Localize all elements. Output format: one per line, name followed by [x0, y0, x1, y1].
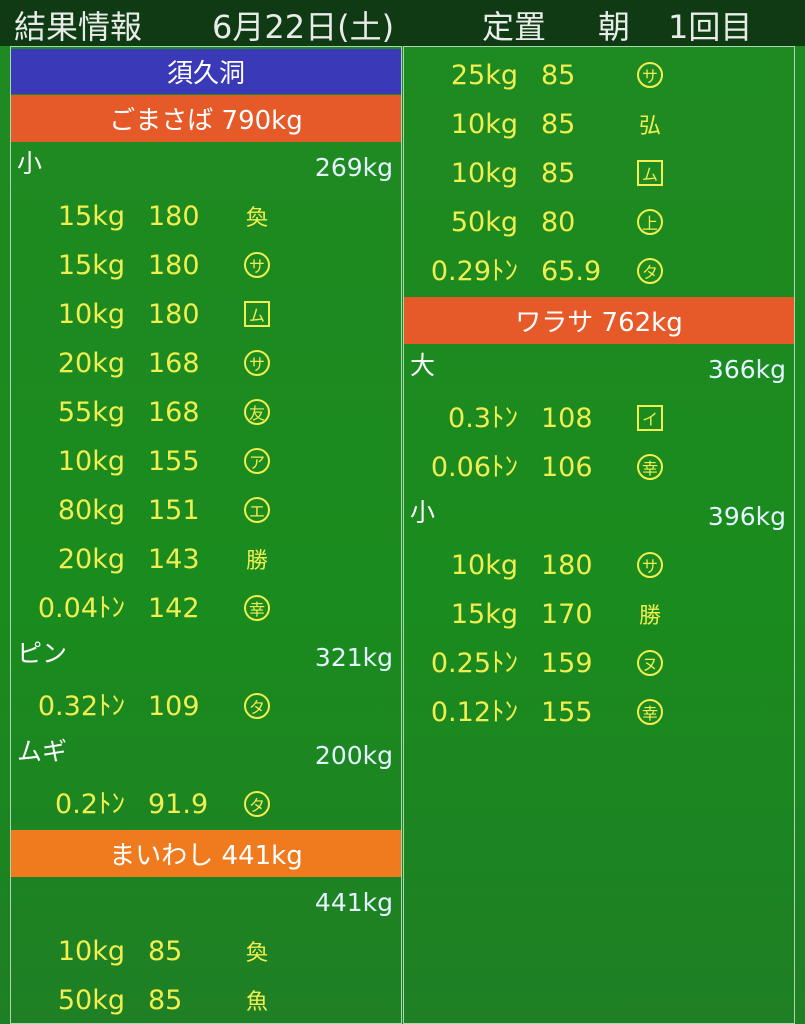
seller-mark: ム — [637, 160, 663, 186]
column: 須久洞 ごまさば 790kg 小 269kg 15kg 180 奐 15kg 180 サ 10kg 1… — [10, 46, 402, 1024]
weight: 10kg — [450, 158, 518, 189]
weight: 0.32ﾄﾝ — [37, 691, 125, 722]
header-text: 朝 — [598, 8, 631, 46]
location-bar: 須久洞 — [11, 49, 401, 94]
seller-mark: ヌ — [637, 650, 663, 676]
weight: 0.04ﾄﾝ — [37, 593, 125, 624]
seller-mark: 幸 — [637, 699, 663, 725]
weight: 50kg — [57, 985, 125, 1016]
seller-mark: サ — [244, 350, 270, 376]
seller-mark: 上 — [637, 209, 663, 235]
weight: 20kg — [57, 544, 125, 575]
group-total: 321kg — [314, 643, 393, 672]
weight: 0.12ﾄﾝ — [430, 697, 518, 728]
weight: 0.06ﾄﾝ — [430, 452, 518, 483]
group-total: 441kg — [314, 888, 393, 917]
seller-mark: ム — [244, 301, 270, 327]
seller-mark: サ — [637, 552, 663, 578]
price: 155 — [148, 446, 200, 477]
price: 180 — [541, 550, 593, 581]
price: 151 — [148, 495, 200, 526]
seller-mark: イ — [637, 405, 663, 431]
fish-bar: ワラサ 762kg — [404, 297, 794, 344]
weight: 0.3ﾄﾝ — [448, 403, 518, 434]
seller-mark: タ — [244, 791, 270, 817]
price: 180 — [148, 299, 200, 330]
price: 155 — [541, 697, 593, 728]
seller-mark: 弘 — [638, 114, 661, 139]
weight: 10kg — [450, 550, 518, 581]
weight: 10kg — [57, 936, 125, 967]
price: 159 — [541, 648, 593, 679]
header-text: 結果情報 — [14, 8, 143, 46]
group-label: ムギ — [17, 737, 68, 766]
seller-mark: ア — [244, 448, 270, 474]
seller-mark: 魚 — [245, 990, 268, 1015]
price: 85 — [148, 985, 183, 1016]
seller-mark: タ — [637, 258, 663, 284]
weight: 15kg — [450, 599, 518, 630]
column: 25kg 85 サ 10kg 85 弘 10kg 85 ム 50kg 80 上 0.29ﾄﾝ 65.9 タワ… — [403, 46, 795, 1024]
header-text: 6月22日(土) — [212, 8, 395, 46]
header: 結果情報 6月22日(土) 定置 朝 1回目 — [0, 0, 805, 46]
seller-mark: 勝 — [245, 549, 268, 574]
weight: 25kg — [450, 60, 518, 91]
price: 80 — [541, 207, 576, 238]
group-label: 小 — [17, 149, 43, 178]
fish-bar: まいわし 441kg — [11, 830, 401, 877]
price: 168 — [148, 348, 200, 379]
group-label: ピン — [17, 639, 68, 668]
group-label: 小 — [410, 498, 436, 527]
weight: 50kg — [450, 207, 518, 238]
price: 85 — [541, 158, 576, 189]
price: 85 — [541, 60, 576, 91]
seller-mark: 奐 — [245, 206, 268, 231]
weight: 15kg — [57, 250, 125, 281]
weight: 10kg — [57, 299, 125, 330]
group-total: 366kg — [707, 355, 786, 384]
weight: 10kg — [57, 446, 125, 477]
seller-mark: 幸 — [637, 454, 663, 480]
weight: 80kg — [57, 495, 125, 526]
price: 142 — [148, 593, 200, 624]
seller-mark: エ — [244, 497, 270, 523]
weight: 0.25ﾄﾝ — [430, 648, 518, 679]
price: 65.9 — [541, 256, 602, 287]
group-total: 269kg — [314, 153, 393, 182]
price: 109 — [148, 691, 200, 722]
weight: 15kg — [57, 201, 125, 232]
weight: 55kg — [57, 397, 125, 428]
header-text: 1回目 — [668, 8, 753, 46]
seller-mark: タ — [244, 693, 270, 719]
price: 180 — [148, 201, 200, 232]
seller-mark: サ — [637, 62, 663, 88]
price: 108 — [541, 403, 593, 434]
weight: 0.2ﾄﾝ — [55, 789, 125, 820]
seller-mark: サ — [244, 252, 270, 278]
price: 85 — [148, 936, 183, 967]
price: 106 — [541, 452, 593, 483]
seller-mark: 奐 — [245, 941, 268, 966]
weight: 20kg — [57, 348, 125, 379]
group-total: 396kg — [707, 502, 786, 531]
seller-mark: 勝 — [638, 604, 661, 629]
fish-bar: ごまさば 790kg — [11, 95, 401, 142]
price: 85 — [541, 109, 576, 140]
header-text: 定置 — [482, 8, 547, 46]
price: 170 — [541, 599, 593, 630]
price: 180 — [148, 250, 200, 281]
group-total: 200kg — [314, 741, 393, 770]
group-label: 大 — [410, 351, 436, 380]
price: 91.9 — [148, 789, 209, 820]
price: 168 — [148, 397, 200, 428]
weight: 10kg — [450, 109, 518, 140]
seller-mark: 幸 — [244, 595, 270, 621]
seller-mark: 友 — [244, 399, 270, 425]
weight: 0.29ﾄﾝ — [430, 256, 518, 287]
price: 143 — [148, 544, 200, 575]
